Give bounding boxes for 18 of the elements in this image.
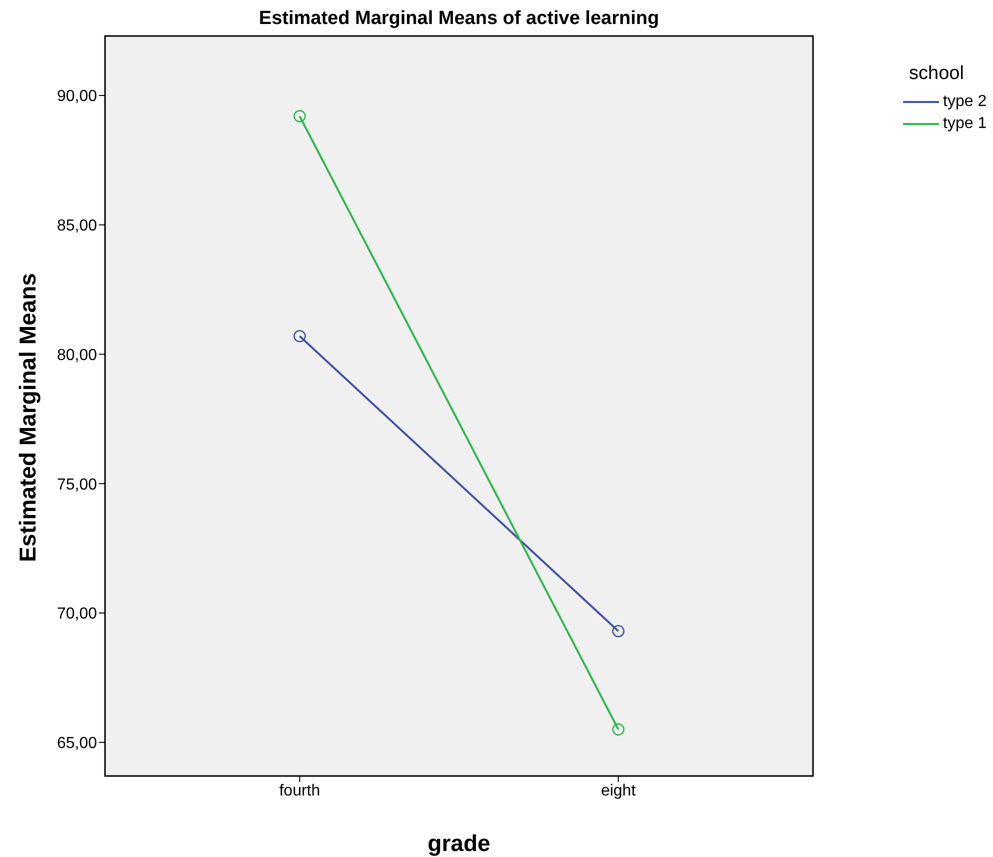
point (612, 624, 624, 638)
point (612, 723, 624, 736)
y-tick-label: 80,00 (56, 346, 98, 364)
x-tick-label: fourth (279, 782, 320, 800)
y-tick-label: 70,00 (56, 606, 98, 623)
x-tick-label: eight (600, 782, 636, 800)
legend-label: type 2 (943, 93, 987, 111)
point (294, 330, 306, 342)
x-axis-title: grade (426, 830, 492, 857)
legend-title: school (909, 63, 965, 85)
legend-label: type 1 (943, 115, 987, 133)
point (294, 110, 306, 122)
y-tick-label: 85,00 (56, 218, 98, 235)
y-axis-title: Estimated Marginal Means (14, 272, 42, 564)
y-tick-label: 65,00 (56, 735, 98, 752)
y-tick-label: 90,00 (56, 88, 98, 106)
chart-title: Estimated Marginal Means of active learning (258, 8, 660, 30)
y-tick-label: 75,00 (56, 476, 98, 494)
